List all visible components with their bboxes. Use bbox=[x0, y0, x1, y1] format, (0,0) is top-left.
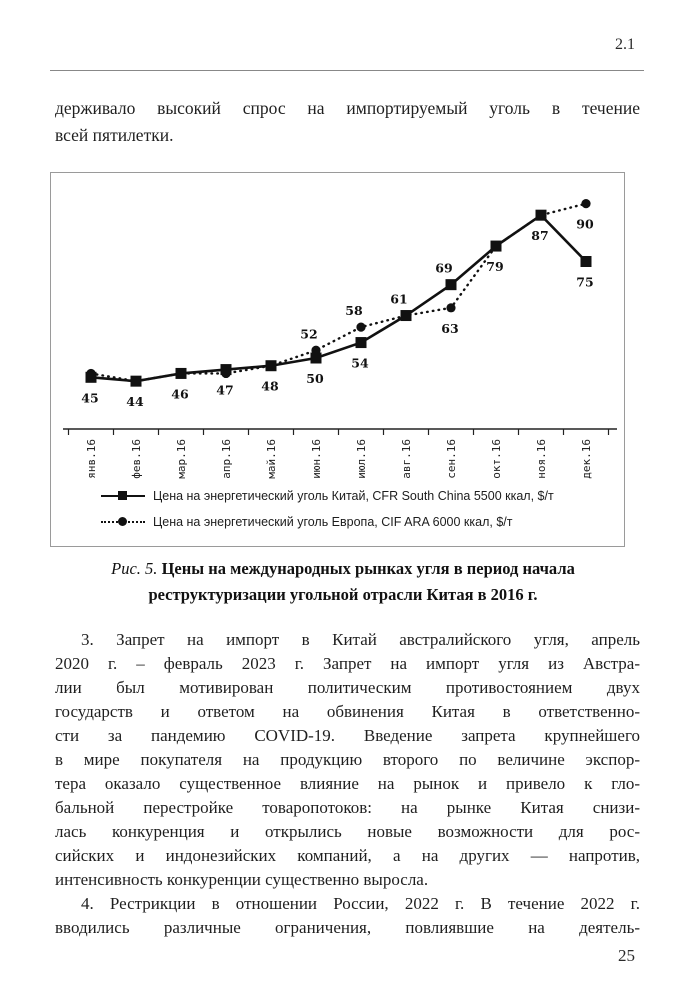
text-line: 3. Запрет на импорт в Китай австралийско… bbox=[81, 630, 640, 649]
text-line: лии был мотивирован политическим противо… bbox=[55, 678, 640, 697]
marker-square bbox=[355, 337, 367, 349]
point-label: 45 bbox=[81, 390, 98, 405]
caption-line-2: реструктуризации угольной отрасли Китая … bbox=[62, 582, 624, 608]
legend-row-europe: Цена на энергетический уголь Европа, CIF… bbox=[101, 509, 616, 535]
paragraph-4: 4. Рестрикции в отношении России, 2022 г… bbox=[55, 892, 640, 940]
legend-solid-square-icon bbox=[101, 490, 145, 502]
text-line: 2020 г. – февраль 2023 г. Запрет на импо… bbox=[55, 654, 640, 673]
point-label: 54 bbox=[351, 356, 369, 371]
text-line: сийских и индонезийских компаний, а на д… bbox=[55, 846, 640, 865]
legend-dotted-circle-icon bbox=[101, 516, 145, 528]
text-line: держивало высокий спрос на импортируемый… bbox=[55, 98, 640, 118]
marker-square bbox=[310, 352, 322, 364]
point-label: 61 bbox=[390, 292, 407, 307]
text-line: интенсивность конкуренции существенно вы… bbox=[55, 870, 429, 889]
body-text: 3. Запрет на импорт в Китай австралийско… bbox=[55, 628, 640, 940]
marker-square bbox=[85, 371, 97, 383]
paragraph-3: 3. Запрет на импорт в Китай австралийско… bbox=[55, 628, 640, 892]
point-label: 52 bbox=[300, 326, 317, 341]
marker-square bbox=[130, 375, 142, 387]
point-label: 58 bbox=[345, 303, 363, 318]
text-line: вводились различные ограничения, повлияв… bbox=[55, 918, 640, 937]
text-line: лась конкуренция и открылись новые возмо… bbox=[55, 822, 640, 841]
page-number: 25 bbox=[618, 946, 635, 965]
marker-circle bbox=[581, 199, 591, 209]
x-tick-label: апр.16 bbox=[220, 439, 233, 479]
marker-square bbox=[175, 367, 187, 379]
marker-square bbox=[580, 256, 592, 267]
point-label: 48 bbox=[261, 379, 279, 394]
point-label: 44 bbox=[126, 394, 144, 409]
point-label: 50 bbox=[306, 371, 324, 386]
point-label: 46 bbox=[171, 386, 189, 401]
legend-label-europe: Цена на энергетический уголь Европа, CIF… bbox=[153, 515, 513, 529]
point-label: 79 bbox=[486, 259, 503, 274]
figure-panel: янв.16 фев.16 мар.16 апр.16 май.16 июн.16 июл.… bbox=[50, 172, 625, 547]
caption-text-2: реструктуризации угольной отрасли Китая … bbox=[148, 585, 538, 604]
text-line: в мире покупателя на продукцию второго п… bbox=[55, 750, 640, 769]
x-tick-label: июл.16 bbox=[355, 439, 368, 479]
x-tick-label: май.16 bbox=[265, 439, 278, 479]
text-line: бальной перестройке товаропотоков: на ры… bbox=[55, 798, 640, 817]
x-tick-label: ноя.16 bbox=[535, 439, 548, 479]
chart-legend: Цена на энергетический уголь Китай, CFR … bbox=[101, 483, 616, 535]
x-tick-label: авг.16 bbox=[400, 439, 413, 479]
section-number: 2.1 bbox=[615, 36, 635, 53]
text-line: государств и ответом на обвинения Китая … bbox=[55, 702, 640, 721]
text-line: сти за пандемию COVID-19. Введение запре… bbox=[55, 726, 640, 745]
text-line: тера оказало существенное влияние на рын… bbox=[55, 774, 640, 793]
marker-square bbox=[445, 279, 457, 291]
x-tick-label: дек.16 bbox=[580, 439, 593, 479]
text-line: всей пятилетки. bbox=[55, 125, 174, 145]
x-tick-label: сен.16 bbox=[445, 439, 458, 479]
text-line: 4. Рестрикции в отношении России, 2022 г… bbox=[81, 894, 640, 913]
chart-line-dotted bbox=[89, 202, 588, 383]
marker-square bbox=[535, 209, 547, 221]
x-tick-label: мар.16 bbox=[175, 439, 188, 479]
legend-row-china: Цена на энергетический уголь Китай, CFR … bbox=[101, 483, 616, 509]
marker-square bbox=[490, 240, 502, 252]
intro-paragraph: держивало высокий спрос на импортируемый… bbox=[55, 95, 640, 149]
marker-square bbox=[265, 360, 277, 372]
marker-circle bbox=[356, 322, 366, 332]
caption-text-1: Цены на международных рынках угля в пери… bbox=[161, 559, 575, 578]
point-label: 47 bbox=[216, 383, 233, 398]
point-label: 90 bbox=[576, 217, 594, 232]
x-tick-label: июн.16 bbox=[310, 439, 323, 479]
marker-square bbox=[220, 364, 232, 376]
point-label: 75 bbox=[576, 275, 593, 290]
header-rule bbox=[50, 70, 644, 71]
x-tick-label: фев.16 bbox=[130, 439, 143, 479]
caption-line-1: Рис. 5. Цены на международных рынках угл… bbox=[62, 556, 624, 582]
caption-figure-label: Рис. 5. bbox=[111, 559, 158, 578]
x-tick-label: янв.16 bbox=[85, 439, 98, 479]
price-chart: янв.16 фев.16 мар.16 апр.16 май.16 июн.16 июл.… bbox=[63, 199, 617, 479]
point-label: 69 bbox=[435, 261, 452, 276]
legend-label-china: Цена на энергетический уголь Китай, CFR … bbox=[153, 489, 554, 503]
figure-caption: Рис. 5. Цены на международных рынках угл… bbox=[62, 556, 624, 608]
point-label: 63 bbox=[441, 321, 458, 336]
marker-square bbox=[400, 310, 412, 322]
chart-line-solid bbox=[90, 213, 587, 383]
x-tick-label: окт.16 bbox=[490, 439, 503, 479]
marker-circle bbox=[446, 303, 456, 313]
point-label: 87 bbox=[531, 228, 548, 243]
